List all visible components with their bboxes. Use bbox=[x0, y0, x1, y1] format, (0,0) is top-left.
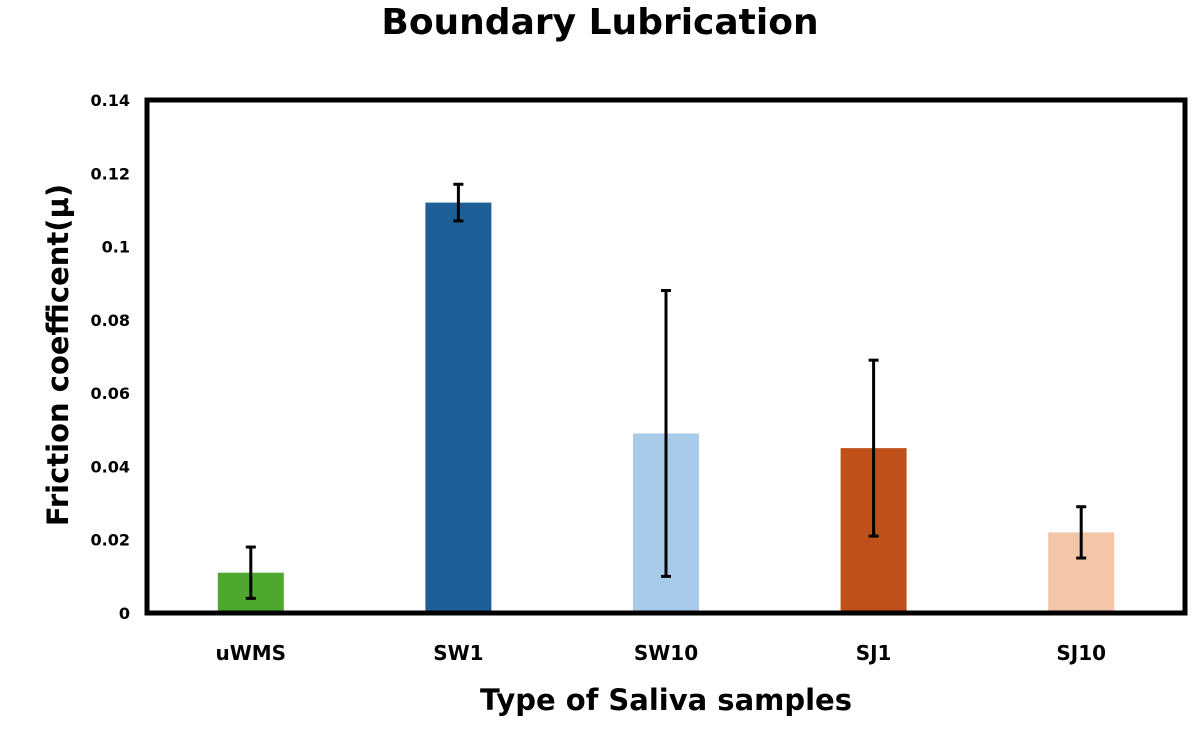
y-tick-label: 0.14 bbox=[91, 91, 130, 110]
plot-frame bbox=[144, 97, 1188, 616]
error-bar-sw1 bbox=[453, 182, 464, 223]
y-tick-label: 0.1 bbox=[102, 238, 130, 257]
x-tick-label: SW10 bbox=[634, 641, 698, 665]
x-tick-label: SJ1 bbox=[856, 641, 892, 665]
bar-sw1 bbox=[425, 202, 492, 613]
x-tick-label: SJ10 bbox=[1056, 641, 1106, 665]
x-axis-title: Type of Saliva samples bbox=[480, 683, 852, 717]
y-axis-title: Friction coefficent(µ) bbox=[41, 184, 75, 526]
y-tick-label: 0.06 bbox=[91, 384, 130, 403]
y-axis-ticks: 0 0.02 0.04 0.06 0.08 0.1 0.12 0.14 bbox=[91, 91, 130, 623]
x-tick-label: uWMS bbox=[215, 641, 286, 665]
y-tick-label: 0.12 bbox=[91, 164, 130, 183]
y-tick-label: 0.02 bbox=[91, 531, 130, 550]
x-tick-label: SW1 bbox=[433, 641, 483, 665]
error-bar-uwms bbox=[245, 545, 256, 600]
chart-title: Boundary Lubrication bbox=[381, 2, 819, 43]
x-axis-labels: uWMS SW1 SW10 SJ1 SJ10 bbox=[215, 641, 1106, 665]
error-bar-sw10 bbox=[661, 289, 671, 578]
error-bar-sj1 bbox=[868, 358, 879, 538]
y-tick-label: 0.04 bbox=[91, 457, 130, 476]
error-bar-sj10 bbox=[1076, 505, 1087, 560]
y-tick-label: 0.08 bbox=[91, 311, 130, 330]
error-bars-group bbox=[245, 182, 1087, 600]
y-tick-label: 0 bbox=[119, 604, 130, 623]
